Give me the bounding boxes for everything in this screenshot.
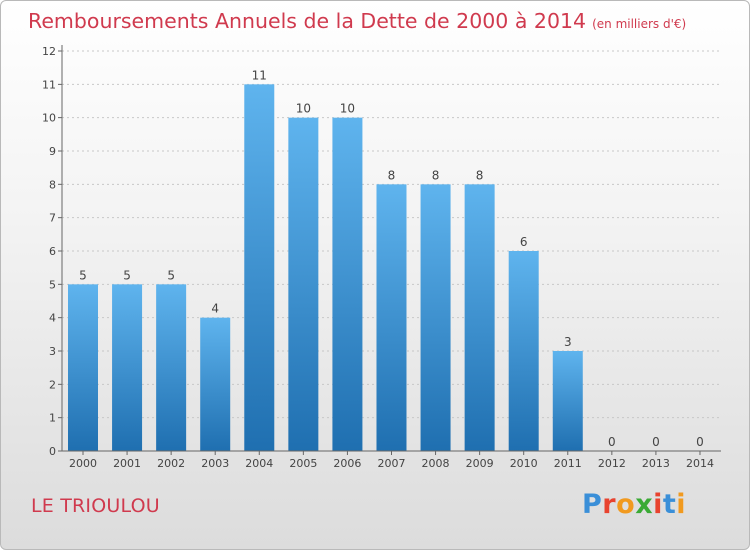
chart-title: Remboursements Annuels de la Dette de 20… — [28, 9, 686, 33]
axes — [58, 45, 721, 455]
data-label: 8 — [476, 168, 484, 182]
bar — [552, 351, 583, 451]
x-tick-label: 2012 — [598, 457, 626, 470]
data-label: 8 — [388, 168, 396, 182]
bar — [200, 317, 231, 451]
data-label: 6 — [520, 235, 528, 249]
data-label: 8 — [432, 168, 440, 182]
x-tick-label: 2014 — [686, 457, 714, 470]
x-tick-label: 2001 — [113, 457, 141, 470]
data-label: 10 — [340, 102, 355, 116]
x-tick-label: 2006 — [333, 457, 361, 470]
y-tick-label: 0 — [49, 445, 56, 458]
bars — [68, 84, 704, 452]
data-label: 5 — [79, 268, 87, 282]
chart-title-text: Remboursements Annuels de la Dette de 20… — [28, 9, 587, 33]
y-tick-label: 4 — [49, 312, 56, 325]
bar — [464, 184, 495, 452]
y-tick-label: 3 — [49, 345, 56, 358]
logo-letter: i — [653, 489, 663, 520]
bar — [376, 184, 407, 452]
x-tick-label: 2010 — [510, 457, 538, 470]
x-tick-label: 2002 — [157, 457, 185, 470]
y-tick-label: 5 — [49, 278, 56, 291]
bar — [332, 117, 363, 452]
logo-letter: i — [676, 489, 687, 520]
y-tick-label: 2 — [49, 378, 56, 391]
bar — [112, 284, 143, 451]
bar — [288, 117, 319, 452]
bar — [420, 184, 451, 452]
bar — [244, 84, 275, 451]
y-tick-label: 12 — [42, 45, 56, 58]
bar — [508, 251, 539, 451]
data-label: 5 — [123, 268, 131, 282]
logo-letter: o — [616, 489, 636, 520]
x-tick-label: 2008 — [422, 457, 450, 470]
data-label: 0 — [608, 435, 616, 449]
data-label: 10 — [296, 102, 311, 116]
data-label: 5 — [167, 268, 175, 282]
x-tick-labels: 2000 2001 2002 2003 2004 2005 2006 2007 2008 2009… — [69, 457, 714, 470]
y-tick-label: 8 — [49, 178, 56, 191]
data-label: 11 — [252, 68, 267, 82]
x-tick-label: 2011 — [554, 457, 582, 470]
x-tick-label: 2013 — [642, 457, 670, 470]
bar — [68, 284, 98, 451]
bar — [156, 284, 187, 451]
y-tick-label: 1 — [49, 412, 56, 425]
logo-letter: r — [602, 489, 617, 520]
y-tick-label: 6 — [49, 245, 56, 258]
x-tick-label: 2000 — [69, 457, 97, 470]
value-labels: 5 5 5 4 11 10 10 8 8 8 6 3 0 0 0 — [79, 68, 704, 449]
data-label: 4 — [211, 302, 219, 316]
logo-letter: t — [662, 489, 677, 520]
data-label: 0 — [696, 435, 704, 449]
units-note: (en milliers d'€) — [592, 17, 687, 31]
data-label: 3 — [564, 335, 572, 349]
x-tick-label: 2004 — [245, 457, 273, 470]
y-tick-label: 10 — [42, 112, 56, 125]
logo-letter: x — [635, 489, 654, 520]
logo-letter: P — [582, 489, 603, 520]
y-tick-label: 11 — [42, 78, 56, 91]
commune-name: LE TRIOULOU — [31, 495, 160, 517]
y-tick-label: 7 — [49, 212, 56, 225]
x-tick-label: 2003 — [201, 457, 229, 470]
data-label: 0 — [652, 435, 660, 449]
y-tick-label: 9 — [49, 145, 56, 158]
x-tick-label: 2007 — [377, 457, 405, 470]
proxiti-logo[interactable]: Proxiti — [582, 489, 686, 520]
x-tick-label: 2005 — [289, 457, 317, 470]
x-tick-label: 2009 — [466, 457, 494, 470]
